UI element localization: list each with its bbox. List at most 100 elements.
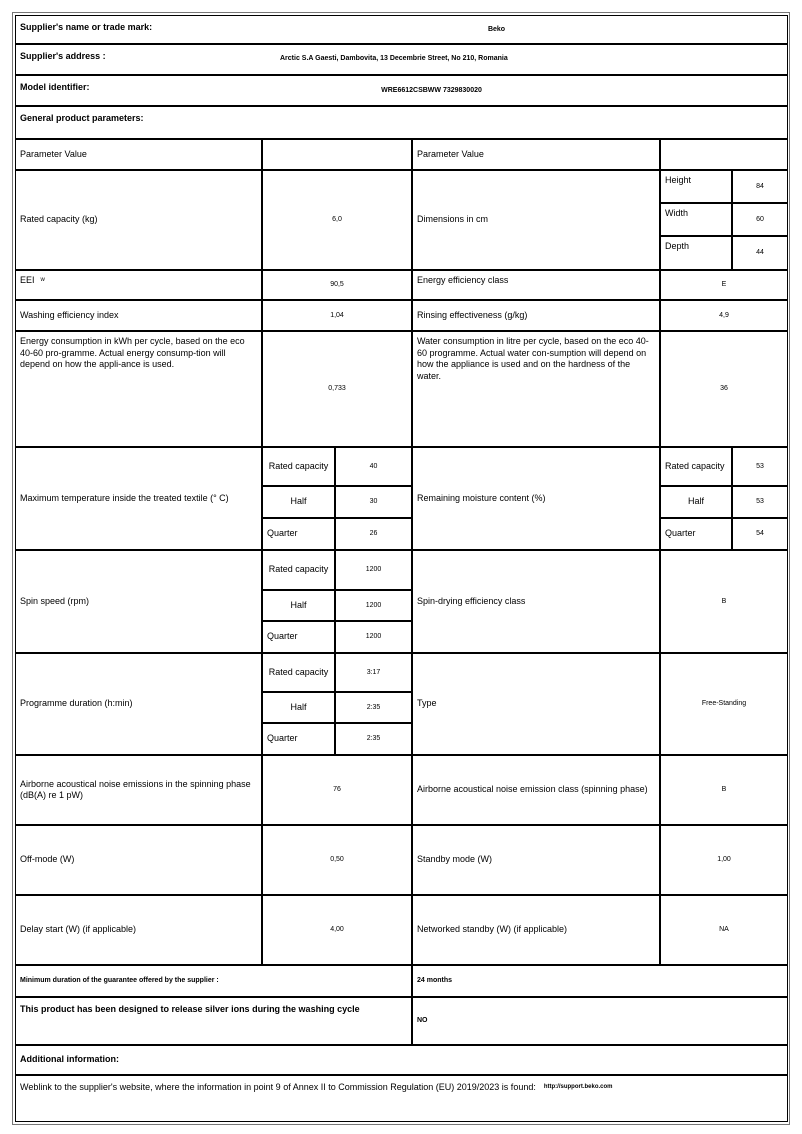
energy-consumption-label: Energy consumption in kWh per cycle, bas…	[15, 331, 262, 447]
depth-label-text: Depth	[665, 241, 690, 251]
spin-rated-label: Rated capacity	[262, 550, 335, 590]
temp-quarter-label-text: Quarter	[267, 528, 298, 539]
param-header-right-text: Parameter Value	[417, 148, 484, 159]
rinsing-label-text: Rinsing effectiveness (g/kg)	[417, 309, 528, 320]
moisture-half-label-text: Half	[687, 496, 704, 507]
energy-class-value-text: E	[721, 281, 727, 289]
noise-value: 76	[262, 755, 412, 825]
rated-capacity-value: 6,0	[262, 170, 412, 270]
noise-class-label-text: Airborne acoustical noise emission class…	[417, 784, 648, 795]
duration-quarter-value-text: 2:35	[366, 735, 381, 743]
supplier-address-value: Arctic S.A Gaesti, Dambovita, 13 Decembr…	[280, 55, 508, 62]
temp-half-value-text: 30	[369, 498, 378, 506]
temp-rated-value-text: 40	[369, 462, 378, 470]
height-label: Height	[660, 170, 732, 203]
duration-label: Programme duration (h:min)	[15, 653, 262, 755]
general-params-title: General product parameters:	[15, 106, 788, 139]
moisture-half-value-text: 53	[756, 498, 764, 506]
type-label-text: Type	[417, 698, 437, 709]
spin-speed-label: Spin speed (rpm)	[15, 550, 262, 653]
silver-ions-label-text: This product has been designed to releas…	[20, 1004, 360, 1014]
temp-rated-label-text: Rated capacity	[268, 460, 329, 471]
spin-half-label: Half	[262, 590, 335, 621]
duration-rated-label-text: Rated capacity	[268, 666, 329, 677]
networked-standby-value: NA	[660, 895, 788, 965]
washing-index-label: Washing efficiency index	[15, 300, 262, 331]
silver-ions-value: NO	[412, 997, 788, 1045]
rated-capacity-value-text: 6,0	[332, 216, 342, 224]
eei-text: EEI	[20, 275, 35, 285]
rated-capacity-label-text: Rated capacity (kg)	[20, 214, 98, 225]
type-label: Type	[412, 653, 660, 755]
param-header-right: Parameter Value	[412, 139, 660, 170]
spin-speed-label-text: Spin speed (rpm)	[20, 595, 90, 606]
weblink-row: Weblink to the supplier's website, where…	[15, 1075, 788, 1122]
max-temp-label-text: Maximum temperature inside the treated t…	[20, 492, 229, 503]
eei-label: EEI w	[15, 270, 262, 300]
moisture-quarter-label: Quarter	[660, 518, 732, 550]
guarantee-label: Minimum duration of the guarantee offere…	[15, 965, 412, 997]
moisture-rated-value-text: 53	[756, 462, 764, 470]
duration-half-value: 2:35	[335, 692, 412, 723]
weblink-url[interactable]: http://support.beko.com	[543, 1084, 613, 1090]
energy-class-label-text: Energy efficiency class	[417, 275, 509, 285]
row-address: Supplier's address : Arctic S.A Gaesti, D…	[15, 44, 788, 75]
dimensions-label: Dimensions in cm	[412, 170, 660, 270]
temp-half-label-text: Half	[290, 496, 307, 507]
energy-consumption-value: 0,733	[262, 331, 412, 447]
standby-value: 1,00	[660, 825, 788, 895]
param-header-empty-right	[660, 139, 788, 170]
off-mode-value: 0,50	[262, 825, 412, 895]
max-temp-label: Maximum temperature inside the treated t…	[15, 447, 262, 550]
additional-info-title-text: Additional information:	[20, 1054, 119, 1065]
off-mode-label: Off-mode (W)	[15, 825, 262, 895]
eei-value-text: 90,5	[330, 281, 344, 289]
spin-rated-label-text: Rated capacity	[268, 564, 329, 575]
moisture-quarter-value: 54	[732, 518, 788, 550]
temp-rated-label: Rated capacity	[262, 447, 335, 486]
delay-start-label: Delay start (W) (if applicable)	[15, 895, 262, 965]
spin-half-value: 1200	[335, 590, 412, 621]
noise-label-text: Airborne acoustical noise emissions in t…	[20, 778, 251, 801]
spin-quarter-label: Quarter	[262, 621, 335, 653]
off-mode-label-text: Off-mode (W)	[20, 854, 75, 865]
guarantee-value-text: 24 months	[417, 977, 453, 985]
networked-standby-label: Networked standby (W) (if applicable)	[412, 895, 660, 965]
temp-quarter-value-text: 26	[369, 530, 378, 538]
duration-rated-value-text: 3:17	[366, 668, 381, 676]
model-identifier-label: Model identifier:	[20, 82, 90, 92]
spin-rated-value: 1200	[335, 550, 412, 590]
height-value-text: 84	[756, 182, 764, 190]
page-frame	[12, 12, 790, 1125]
model-identifier-value: WRE6612CSBWW 7329830020	[381, 87, 482, 94]
temp-half-label: Half	[262, 486, 335, 518]
depth-label: Depth	[660, 236, 732, 270]
dimensions-label-text: Dimensions in cm	[417, 214, 489, 225]
noise-label: Airborne acoustical noise emissions in t…	[15, 755, 262, 825]
param-header-left-text: Parameter Value	[20, 148, 87, 159]
depth-value-text: 44	[756, 249, 764, 257]
moisture-half-value: 53	[732, 486, 788, 518]
temp-half-value: 30	[335, 486, 412, 518]
param-header-empty-left	[262, 139, 412, 170]
guarantee-label-text: Minimum duration of the guarantee offere…	[20, 977, 219, 985]
washing-index-value: 1,04	[262, 300, 412, 331]
moisture-label-text: Remaining moisture content (%)	[417, 492, 546, 503]
networked-standby-label-text: Networked standby (W) (if applicable)	[417, 924, 568, 935]
general-params-title-text: General product parameters:	[20, 113, 144, 123]
additional-info-title: Additional information:	[15, 1045, 788, 1075]
duration-quarter-label-text: Quarter	[267, 733, 298, 744]
spin-half-value-text: 1200	[365, 601, 382, 609]
duration-half-value-text: 2:35	[366, 703, 381, 711]
row-model: Model identifier: WRE6612CSBWW 7329830020	[15, 75, 788, 106]
noise-value-text: 76	[333, 786, 341, 794]
temp-rated-value: 40	[335, 447, 412, 486]
height-value: 84	[732, 170, 788, 203]
duration-rated-value: 3:17	[335, 653, 412, 692]
water-consumption-label-text: Water consumption in litre per cycle, ba…	[417, 336, 649, 381]
moisture-rated-label: Rated capacity	[660, 447, 732, 486]
delay-start-value-text: 4,00	[330, 926, 344, 934]
spin-class-label: Spin-drying efficiency class	[412, 550, 660, 653]
networked-standby-value-text: NA	[719, 926, 729, 934]
